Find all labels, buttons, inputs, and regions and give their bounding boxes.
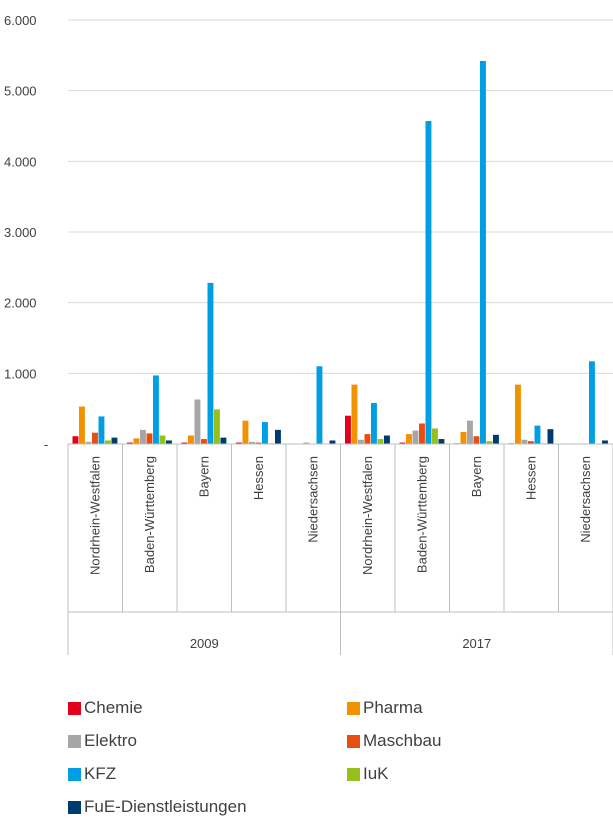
bar xyxy=(92,432,98,444)
bar xyxy=(329,440,336,444)
bar xyxy=(358,439,364,444)
bar xyxy=(236,442,242,444)
legend-swatch xyxy=(347,767,360,781)
bar xyxy=(85,441,92,444)
bar-chart: - 1.000 2.000 3.000 4.000 5.000 6.000 Nordrhein… xyxy=(4,13,613,655)
category-label: Niedersachsen xyxy=(578,456,593,543)
bar xyxy=(406,434,412,444)
bar xyxy=(249,441,255,444)
bar xyxy=(79,406,85,444)
bar xyxy=(384,435,390,444)
legend-label: IuK xyxy=(363,764,389,783)
bar xyxy=(105,440,111,444)
legend-item: Chemie xyxy=(68,696,143,720)
legend-label: Pharma xyxy=(363,698,423,717)
bar xyxy=(547,429,554,444)
bar xyxy=(460,431,467,444)
legend-item: IuK xyxy=(347,762,389,786)
legend-item: KFZ xyxy=(68,762,116,786)
category-label: Baden-Württemberg xyxy=(414,456,429,573)
bar xyxy=(412,430,419,444)
bar xyxy=(377,439,384,444)
bar xyxy=(159,435,166,444)
legend-swatch xyxy=(68,767,81,781)
legend-label: KFZ xyxy=(84,764,117,783)
legend-label: Chemie xyxy=(84,698,143,717)
bar xyxy=(438,439,445,444)
bar xyxy=(242,420,249,444)
bar xyxy=(140,429,146,444)
bar xyxy=(493,434,499,444)
y-tick-label: 5.000 xyxy=(4,84,37,99)
bar xyxy=(303,442,310,444)
legend-item: Elektro xyxy=(68,729,137,753)
y-tick-label: 3.000 xyxy=(4,225,37,240)
y-tick-label: 1.000 xyxy=(4,366,37,381)
bar xyxy=(432,428,438,444)
y-tick-label: 4.000 xyxy=(4,154,37,169)
bar xyxy=(166,440,172,444)
legend-swatch xyxy=(68,701,81,715)
category-label: Nordrhein-Westfalen xyxy=(87,456,102,575)
bar xyxy=(425,121,432,445)
bar xyxy=(146,433,153,444)
bar xyxy=(316,366,323,444)
legend-label: FuE-Dienstleistungen xyxy=(84,797,247,816)
legend-item: FuE-Dienstleistungen xyxy=(68,795,247,819)
group-label: 2009 xyxy=(190,636,219,651)
category-label: Hessen xyxy=(523,456,538,500)
legend-swatch xyxy=(347,734,360,748)
category-label: Bayern xyxy=(469,456,484,497)
bar xyxy=(371,403,377,444)
bar xyxy=(521,439,528,444)
category-label: Baden-Württemberg xyxy=(142,456,157,573)
bar xyxy=(153,375,159,444)
y-tick-label: 2.000 xyxy=(4,296,37,311)
legend-swatch xyxy=(347,701,360,715)
bar xyxy=(480,60,486,445)
bar xyxy=(181,442,188,444)
bar xyxy=(255,442,262,444)
bar xyxy=(473,436,480,444)
y-tick-label: 6.000 xyxy=(4,13,37,28)
category-label: Niedersachsen xyxy=(305,456,320,543)
legend-swatch xyxy=(68,734,81,748)
bar xyxy=(111,437,118,444)
legend-item: Maschbau xyxy=(347,729,441,753)
category-label: Hessen xyxy=(251,456,266,500)
bar xyxy=(72,436,79,444)
bar xyxy=(98,416,105,444)
bar xyxy=(127,442,133,444)
bar xyxy=(188,435,194,444)
bar xyxy=(364,434,371,444)
legend-label: Maschbau xyxy=(363,731,442,750)
legend-item: Pharma xyxy=(347,696,423,720)
bar xyxy=(201,439,207,444)
bar xyxy=(534,425,541,444)
y-tick-label: - xyxy=(44,437,48,452)
bar xyxy=(419,423,425,444)
bar xyxy=(351,384,358,444)
bar xyxy=(528,441,534,444)
category-label: Bayern xyxy=(196,456,211,497)
bar xyxy=(515,384,521,444)
category-label: Nordrhein-Westfalen xyxy=(360,456,375,575)
bar xyxy=(220,437,227,444)
bar xyxy=(467,420,473,444)
bar xyxy=(275,429,281,444)
bar xyxy=(214,409,220,444)
bar xyxy=(602,440,608,444)
bar xyxy=(133,438,140,444)
bar xyxy=(194,399,201,444)
bar xyxy=(345,415,351,444)
legend-swatch xyxy=(68,800,81,814)
legend-label: Elektro xyxy=(84,731,137,750)
bar xyxy=(486,441,493,444)
bar xyxy=(399,442,406,444)
bar xyxy=(262,422,268,444)
bar xyxy=(207,282,214,444)
bar xyxy=(589,361,595,444)
group-label: 2017 xyxy=(462,636,491,651)
